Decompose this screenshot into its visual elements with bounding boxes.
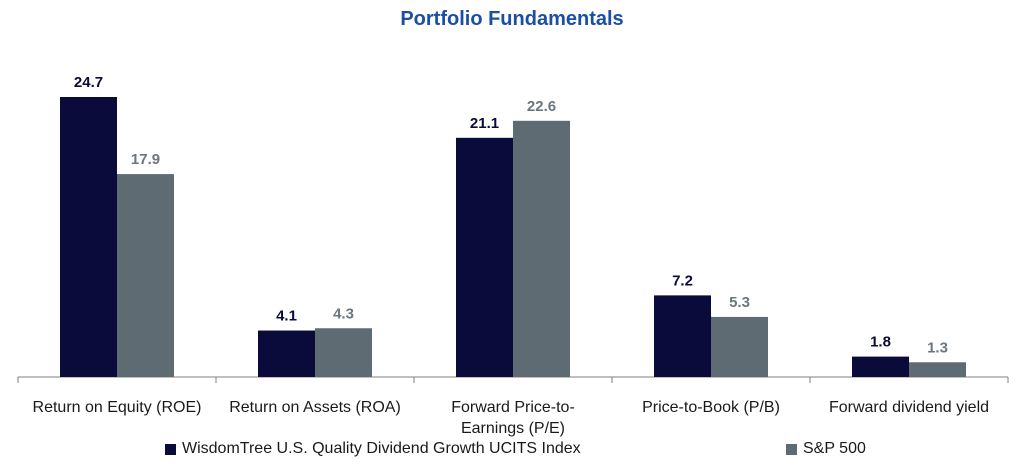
data-label-series-2-cat-4: 5.3 bbox=[729, 294, 750, 311]
bar-series-1-cat-4 bbox=[654, 295, 711, 377]
legend-item-series-1: WisdomTree U.S. Quality Dividend Growth … bbox=[165, 440, 581, 458]
data-label-series-1-cat-2: 4.1 bbox=[276, 308, 297, 325]
bar-series-2-cat-2 bbox=[315, 328, 372, 377]
bar-series-1-cat-3 bbox=[456, 137, 513, 377]
category-label-2: Return on Assets (ROA) bbox=[229, 399, 401, 416]
data-label-series-1-cat-4: 7.2 bbox=[672, 272, 693, 289]
legend: WisdomTree U.S. Quality Dividend Growth … bbox=[0, 440, 1024, 466]
legend-swatch-series-1 bbox=[165, 443, 176, 455]
data-label-series-2-cat-3: 22.6 bbox=[527, 98, 556, 115]
bar-chart: 24.7 17.9 Return on Equity (ROE) 4.1 4.3 Retu… bbox=[17, 74, 1009, 437]
bar-series-2-cat-1 bbox=[117, 174, 174, 377]
legend-swatch-series-2 bbox=[786, 443, 797, 455]
bar-series-2-cat-5 bbox=[909, 362, 966, 377]
category-label-1: Return on Equity (ROE) bbox=[33, 399, 202, 416]
category-label-3: Earnings (P/E) bbox=[461, 420, 565, 437]
data-label-series-2-cat-1: 17.9 bbox=[131, 151, 160, 168]
bar-series-1-cat-1 bbox=[60, 97, 117, 377]
chart-title: Portfolio Fundamentals bbox=[400, 8, 624, 30]
bar-series-2-cat-4 bbox=[711, 316, 768, 377]
data-label-series-1-cat-1: 24.7 bbox=[74, 74, 103, 91]
category-label-3: Forward Price-to- bbox=[451, 399, 575, 416]
category-label-4: Price-to-Book (P/B) bbox=[642, 399, 780, 416]
legend-label-series-2: S&P 500 bbox=[803, 440, 866, 457]
bar-series-1-cat-2 bbox=[258, 330, 315, 377]
legend-item-series-2: S&P 500 bbox=[786, 440, 866, 458]
data-label-series-1-cat-5: 1.8 bbox=[870, 334, 891, 351]
bar-series-2-cat-3 bbox=[513, 120, 570, 378]
legend-label-series-1: WisdomTree U.S. Quality Dividend Growth … bbox=[182, 440, 581, 457]
data-label-series-2-cat-2: 4.3 bbox=[333, 305, 354, 322]
data-label-series-2-cat-5: 1.3 bbox=[927, 339, 948, 356]
data-label-series-1-cat-3: 21.1 bbox=[470, 115, 499, 132]
category-label-5: Forward dividend yield bbox=[829, 399, 989, 416]
bar-series-1-cat-5 bbox=[852, 356, 909, 377]
